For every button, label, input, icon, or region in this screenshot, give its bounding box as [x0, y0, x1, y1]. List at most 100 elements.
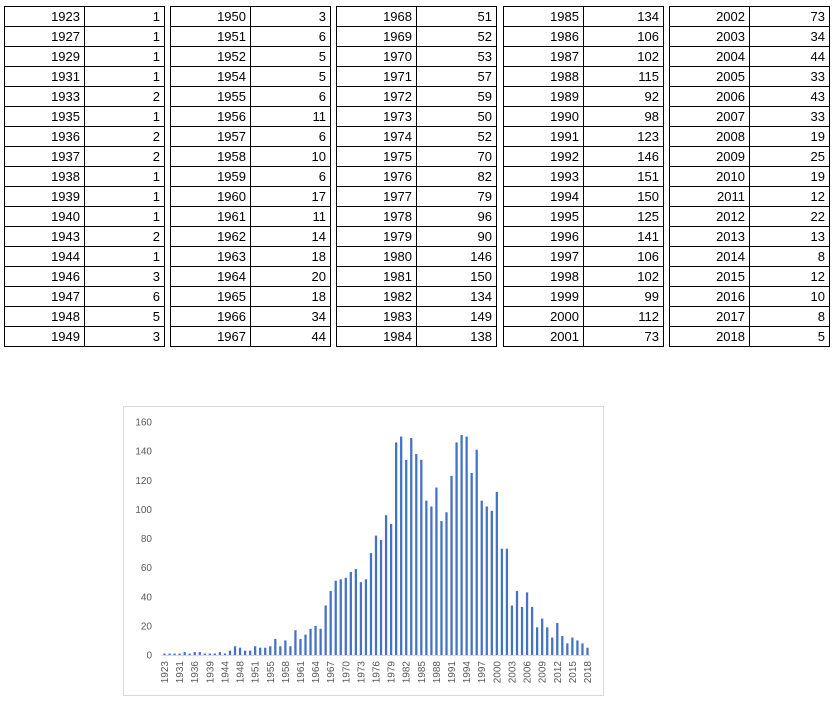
year-cell[interactable]: 1998	[503, 266, 584, 287]
year-cell[interactable]: 1978	[336, 206, 417, 227]
year-cell[interactable]: 2013	[669, 226, 750, 247]
year-cell[interactable]: 2018	[669, 326, 750, 347]
year-cell[interactable]: 1992	[503, 146, 584, 167]
count-cell[interactable]: 8	[749, 306, 830, 327]
year-cell[interactable]: 2009	[669, 146, 750, 167]
year-cell[interactable]: 2011	[669, 186, 750, 207]
count-cell[interactable]: 1	[84, 186, 165, 207]
year-cell[interactable]: 1996	[503, 226, 584, 247]
year-cell[interactable]: 1935	[4, 106, 85, 127]
count-cell[interactable]: 1	[84, 246, 165, 267]
year-cell[interactable]: 1994	[503, 186, 584, 207]
count-cell[interactable]: 44	[749, 46, 830, 67]
count-cell[interactable]: 102	[583, 46, 664, 67]
year-cell[interactable]: 1944	[4, 246, 85, 267]
count-cell[interactable]: 99	[583, 286, 664, 307]
count-cell[interactable]: 73	[583, 326, 664, 347]
year-cell[interactable]: 1952	[170, 46, 251, 67]
count-cell[interactable]: 1	[84, 66, 165, 87]
count-cell[interactable]: 53	[416, 46, 497, 67]
year-cell[interactable]: 1986	[503, 26, 584, 47]
year-cell[interactable]: 2015	[669, 266, 750, 287]
year-cell[interactable]: 1960	[170, 186, 251, 207]
count-cell[interactable]: 12	[749, 266, 830, 287]
count-cell[interactable]: 11	[250, 206, 331, 227]
count-cell[interactable]: 1	[84, 26, 165, 47]
count-cell[interactable]: 12	[749, 186, 830, 207]
year-cell[interactable]: 1950	[170, 6, 251, 27]
year-cell[interactable]: 2014	[669, 246, 750, 267]
year-cell[interactable]: 1981	[336, 266, 417, 287]
count-cell[interactable]: 18	[250, 286, 331, 307]
year-cell[interactable]: 2005	[669, 66, 750, 87]
count-cell[interactable]: 98	[583, 106, 664, 127]
count-cell[interactable]: 146	[416, 246, 497, 267]
year-cell[interactable]: 1997	[503, 246, 584, 267]
year-cell[interactable]: 1929	[4, 46, 85, 67]
count-cell[interactable]: 6	[250, 86, 331, 107]
year-cell[interactable]: 2016	[669, 286, 750, 307]
year-cell[interactable]: 1949	[4, 326, 85, 347]
count-cell[interactable]: 3	[84, 266, 165, 287]
year-cell[interactable]: 1955	[170, 86, 251, 107]
count-cell[interactable]: 6	[250, 126, 331, 147]
count-cell[interactable]: 150	[583, 186, 664, 207]
count-cell[interactable]: 82	[416, 166, 497, 187]
year-cell[interactable]: 1987	[503, 46, 584, 67]
year-cell[interactable]: 1951	[170, 26, 251, 47]
count-cell[interactable]: 19	[749, 126, 830, 147]
count-cell[interactable]: 146	[583, 146, 664, 167]
year-cell[interactable]: 1974	[336, 126, 417, 147]
count-cell[interactable]: 34	[250, 306, 331, 327]
count-cell[interactable]: 33	[749, 66, 830, 87]
year-cell[interactable]: 1995	[503, 206, 584, 227]
count-cell[interactable]: 1	[84, 106, 165, 127]
year-cell[interactable]: 1946	[4, 266, 85, 287]
count-cell[interactable]: 5	[250, 66, 331, 87]
count-cell[interactable]: 79	[416, 186, 497, 207]
year-cell[interactable]: 1962	[170, 226, 251, 247]
count-cell[interactable]: 112	[583, 306, 664, 327]
year-cell[interactable]: 1959	[170, 166, 251, 187]
year-cell[interactable]: 1993	[503, 166, 584, 187]
year-cell[interactable]: 1982	[336, 286, 417, 307]
count-cell[interactable]: 17	[250, 186, 331, 207]
count-cell[interactable]: 5	[749, 326, 830, 347]
count-cell[interactable]: 2	[84, 226, 165, 247]
year-cell[interactable]: 1966	[170, 306, 251, 327]
count-cell[interactable]: 92	[583, 86, 664, 107]
count-cell[interactable]: 34	[749, 26, 830, 47]
count-cell[interactable]: 151	[583, 166, 664, 187]
year-cell[interactable]: 1983	[336, 306, 417, 327]
count-cell[interactable]: 20	[250, 266, 331, 287]
count-cell[interactable]: 18	[250, 246, 331, 267]
year-cell[interactable]: 1990	[503, 106, 584, 127]
count-cell[interactable]: 6	[250, 166, 331, 187]
year-cell[interactable]: 1968	[336, 6, 417, 27]
year-cell[interactable]: 2008	[669, 126, 750, 147]
year-cell[interactable]: 1948	[4, 306, 85, 327]
count-cell[interactable]: 1	[84, 6, 165, 27]
count-cell[interactable]: 106	[583, 246, 664, 267]
year-cell[interactable]: 1947	[4, 286, 85, 307]
count-cell[interactable]: 123	[583, 126, 664, 147]
count-cell[interactable]: 6	[250, 26, 331, 47]
count-cell[interactable]: 43	[749, 86, 830, 107]
year-cell[interactable]: 1989	[503, 86, 584, 107]
year-cell[interactable]: 1931	[4, 66, 85, 87]
year-cell[interactable]: 1985	[503, 6, 584, 27]
year-cell[interactable]: 1927	[4, 26, 85, 47]
count-cell[interactable]: 1	[84, 46, 165, 67]
year-cell[interactable]: 1975	[336, 146, 417, 167]
count-cell[interactable]: 52	[416, 26, 497, 47]
year-cell[interactable]: 1956	[170, 106, 251, 127]
count-cell[interactable]: 115	[583, 66, 664, 87]
count-cell[interactable]: 2	[84, 126, 165, 147]
year-cell[interactable]: 1979	[336, 226, 417, 247]
year-cell[interactable]: 1954	[170, 66, 251, 87]
year-cell[interactable]: 2002	[669, 6, 750, 27]
count-cell[interactable]: 73	[749, 6, 830, 27]
count-cell[interactable]: 14	[250, 226, 331, 247]
count-cell[interactable]: 13	[749, 226, 830, 247]
year-cell[interactable]: 1958	[170, 146, 251, 167]
